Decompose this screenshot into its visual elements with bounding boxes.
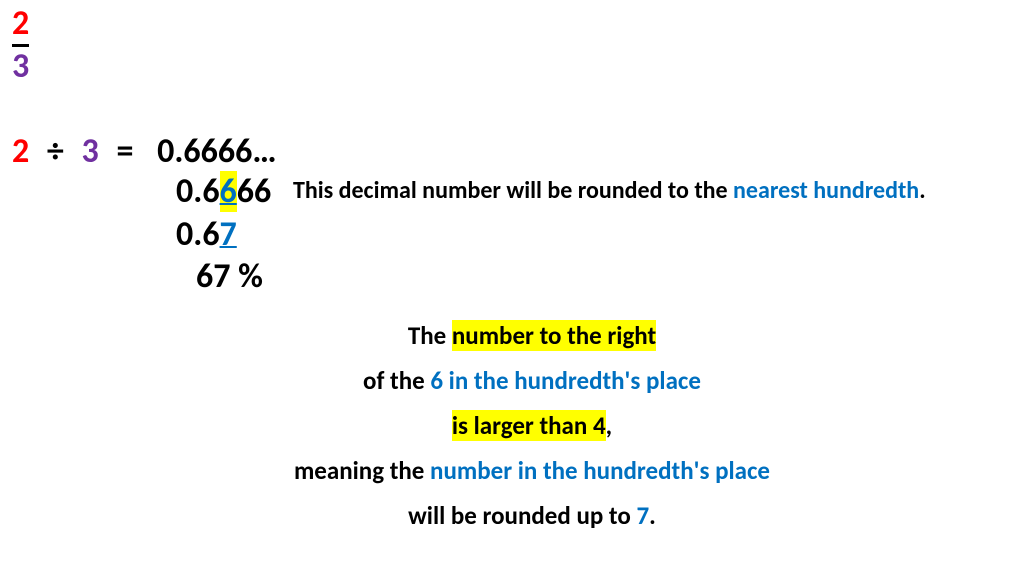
exp-line-1: The number to the right [52,313,1012,358]
exp4-blue: number in the hundredth's place [430,455,770,486]
step1-highlighted-digit: 6 [220,171,237,212]
exp-line-2: of the 6 in the hundredth's place [52,358,1012,403]
percent-value: 67 % [196,256,263,297]
decimal-result: 0.6666… [157,131,276,172]
exp1-highlight: number to the right [452,320,656,351]
exp-line-5: will be rounded up to 7. [52,493,1012,538]
step1-prefix: 0.6 [176,171,220,212]
exp5-suffix: . [649,500,656,531]
math-explanation-page: 2 3 2 ÷ 3 = 0.6666… 0.6666 This decimal … [0,0,1024,581]
caption-suffix: . [919,176,925,205]
divide-operator: ÷ [47,131,64,172]
fraction: 2 3 [12,6,29,84]
exp5-blue: 7 [636,500,649,531]
step-line-2: 0.67 [176,214,1012,257]
caption-highlight: nearest hundredth [733,176,919,205]
explanation-paragraph: The number to the right of the 6 in the … [12,313,1012,538]
exp5-text: will be rounded up to [408,500,636,531]
equals-sign: = [116,131,133,172]
exp4-text: meaning the [294,455,430,486]
step1-caption: This decimal number will be rounded to t… [293,176,926,205]
step-line-1: 0.6666 This decimal number will be round… [176,171,1012,214]
division-equation: 2 ÷ 3 = 0.6666… [12,132,1012,171]
rounding-steps: 0.6666 This decimal number will be round… [176,171,1012,299]
exp-line-3: is larger than 4, [52,403,1012,448]
step-line-3: 67 % [176,256,1012,299]
caption-prefix: This decimal number will be rounded to t… [293,176,733,205]
exp3-highlight: is larger than 4 [452,410,606,441]
exp2-text: of the [363,365,430,396]
fraction-numerator: 2 [12,6,29,42]
step1-suffix: 66 [237,171,271,212]
exp3-suffix: , [606,410,612,441]
step2-prefix: 0.6 [176,214,220,255]
dividend: 2 [12,131,29,172]
exp1-text: The [408,320,452,351]
step2-rounded-digit: 7 [220,214,237,255]
exp2-blue: 6 in the hundredth's place [430,365,701,396]
divisor: 3 [82,131,99,172]
fraction-denominator: 3 [12,49,29,85]
exp-line-4: meaning the number in the hundredth's pl… [52,448,1012,493]
